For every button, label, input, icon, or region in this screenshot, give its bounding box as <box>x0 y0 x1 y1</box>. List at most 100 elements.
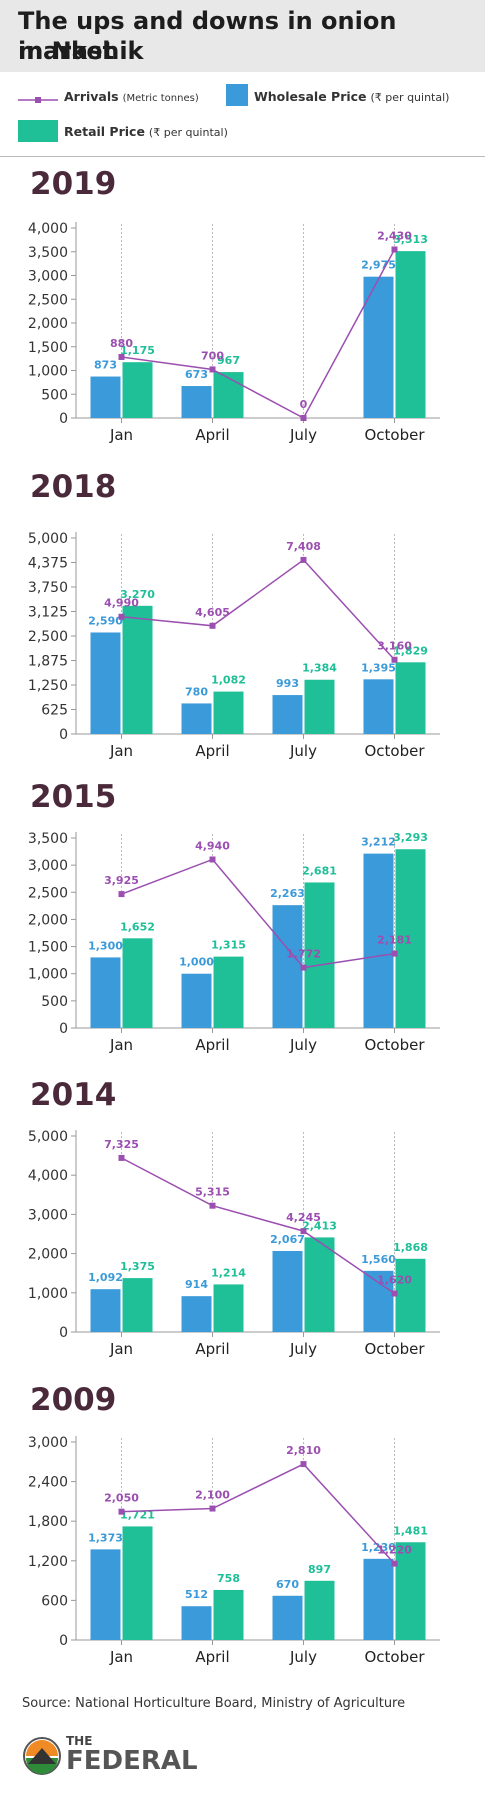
arrivals-data-label: 4,605 <box>195 606 230 619</box>
y-tick-label: 1,200 <box>28 1554 68 1570</box>
retail-data-label: 1,375 <box>120 1260 155 1273</box>
retail-data-label: 1,652 <box>120 920 155 933</box>
retail-bar <box>395 849 426 1028</box>
wholesale-data-label: 2,067 <box>270 1233 305 1246</box>
arrivals-point <box>391 1290 398 1297</box>
wholesale-data-label: 670 <box>276 1578 299 1591</box>
retail-data-label: 3,270 <box>120 588 155 601</box>
retail-data-label: 1,315 <box>211 939 246 952</box>
arrivals-data-label: 7,408 <box>286 540 321 553</box>
y-tick-label: 1,500 <box>28 940 68 956</box>
arrivals-data-label: 4,245 <box>286 1211 321 1224</box>
wholesale-legend-unit: (₹ per quintal) <box>370 91 450 104</box>
y-tick-label: 1,000 <box>28 364 68 380</box>
arrivals-point <box>209 856 216 863</box>
wholesale-bar <box>363 853 394 1028</box>
source-note: Source: National Horticulture Board, Min… <box>22 1696 406 1711</box>
arrivals-data-label: 700 <box>201 349 224 362</box>
retail-data-label: 2,413 <box>302 1219 337 1232</box>
arrivals-point <box>209 366 216 373</box>
y-tick-label: 1,875 <box>28 654 68 670</box>
wholesale-bar <box>272 1595 303 1640</box>
year-heading-2014: 2014 <box>30 1077 117 1113</box>
wholesale-data-label: 873 <box>94 359 117 372</box>
wholesale-data-label: 1,560 <box>361 1253 396 1266</box>
y-tick-label: 0 <box>59 411 68 427</box>
chart-2015: 0 500 1,000 1,500 2,000 2,500 3,000 3,500 Jan 1,3… <box>28 831 440 1054</box>
y-tick-label: 4,000 <box>28 221 68 237</box>
retail-bar <box>304 882 335 1028</box>
retail-data-label: 3,293 <box>393 831 428 844</box>
wholesale-data-label: 1,373 <box>88 1531 123 1544</box>
y-tick-label: 3,000 <box>28 1207 68 1223</box>
y-tick-label: 2,000 <box>28 912 68 928</box>
y-tick-label: 0 <box>59 1633 68 1649</box>
wholesale-bar <box>90 376 121 418</box>
x-tick-label: Jan <box>109 742 133 760</box>
x-tick-label: July <box>289 1340 317 1358</box>
wholesale-data-label: 914 <box>185 1278 208 1291</box>
x-tick-label: July <box>289 426 317 444</box>
x-tick-label: October <box>364 426 425 444</box>
x-tick-label: July <box>289 1036 317 1054</box>
wholesale-bar <box>363 276 394 418</box>
arrivals-point <box>118 891 125 898</box>
x-tick-label: July <box>289 742 317 760</box>
arrivals-data-label: 2,181 <box>377 934 412 947</box>
wholesale-data-label: 1,300 <box>88 939 123 952</box>
arrivals-data-label: 2,100 <box>195 1489 230 1502</box>
arrivals-point <box>300 1461 307 1468</box>
arrivals-point <box>391 1560 398 1567</box>
retail-bar <box>213 956 244 1028</box>
y-tick-label: 3,750 <box>28 580 68 596</box>
x-tick-label: July <box>289 1648 317 1666</box>
arrivals-data-label: 2,050 <box>104 1492 139 1505</box>
wholesale-bar <box>90 632 121 734</box>
wholesale-data-label: 780 <box>185 685 208 698</box>
y-tick-label: 500 <box>41 994 68 1010</box>
y-tick-label: 0 <box>59 1325 68 1341</box>
retail-legend-name: Retail Price <box>64 124 145 139</box>
legend: Arrivals (Metric tonnes) Wholesale Price… <box>0 84 485 150</box>
y-tick-label: 1,500 <box>28 340 68 356</box>
y-tick-label: 3,500 <box>28 245 68 261</box>
arrivals-line <box>121 1463 396 1565</box>
x-tick-label: Jan <box>109 426 133 444</box>
retail-data-label: 1,868 <box>393 1241 428 1254</box>
x-tick-label: October <box>364 1648 425 1666</box>
the-federal-logo: THE FEDERAL <box>22 1732 198 1780</box>
arrivals-line <box>121 558 396 661</box>
wholesale-bar <box>181 1296 212 1332</box>
wholesale-data-label: 2,263 <box>270 887 305 900</box>
retail-bar <box>122 605 153 734</box>
wholesale-bar <box>272 1250 303 1332</box>
arrivals-point <box>300 964 307 971</box>
retail-data-label: 1,829 <box>393 644 428 657</box>
wholesale-bar <box>363 679 394 734</box>
retail-bar <box>213 1284 244 1332</box>
y-tick-label: 2,500 <box>28 292 68 308</box>
chart-2019: 0 500 1,000 1,500 2,000 2,500 3,000 3,500 4,000 J… <box>28 221 440 444</box>
retail-bar <box>395 662 426 734</box>
retail-bar <box>304 679 335 734</box>
chart-title-line1: The ups and downs in onion market <box>18 7 397 65</box>
retail-legend-swatch <box>18 120 58 142</box>
y-tick-label: 5,000 <box>28 1129 68 1145</box>
arrivals-point <box>300 556 307 563</box>
wholesale-legend-name: Wholesale Price <box>254 89 367 104</box>
retail-bar <box>122 938 153 1028</box>
retail-data-label: 1,384 <box>302 662 337 675</box>
y-tick-label: 2,500 <box>28 629 68 645</box>
arrivals-legend-name: Arrivals <box>64 89 119 104</box>
x-tick-label: April <box>195 1340 229 1358</box>
y-tick-label: 3,500 <box>28 831 68 847</box>
x-tick-label: April <box>195 426 229 444</box>
arrivals-legend-unit: (Metric tonnes) <box>122 93 199 104</box>
wholesale-data-label: 512 <box>185 1588 208 1601</box>
legend-divider <box>0 156 485 157</box>
x-tick-label: Jan <box>109 1340 133 1358</box>
arrivals-point <box>118 1154 125 1161</box>
wholesale-data-label: 673 <box>185 368 208 381</box>
arrivals-line <box>121 858 395 969</box>
x-tick-label: October <box>364 1340 425 1358</box>
